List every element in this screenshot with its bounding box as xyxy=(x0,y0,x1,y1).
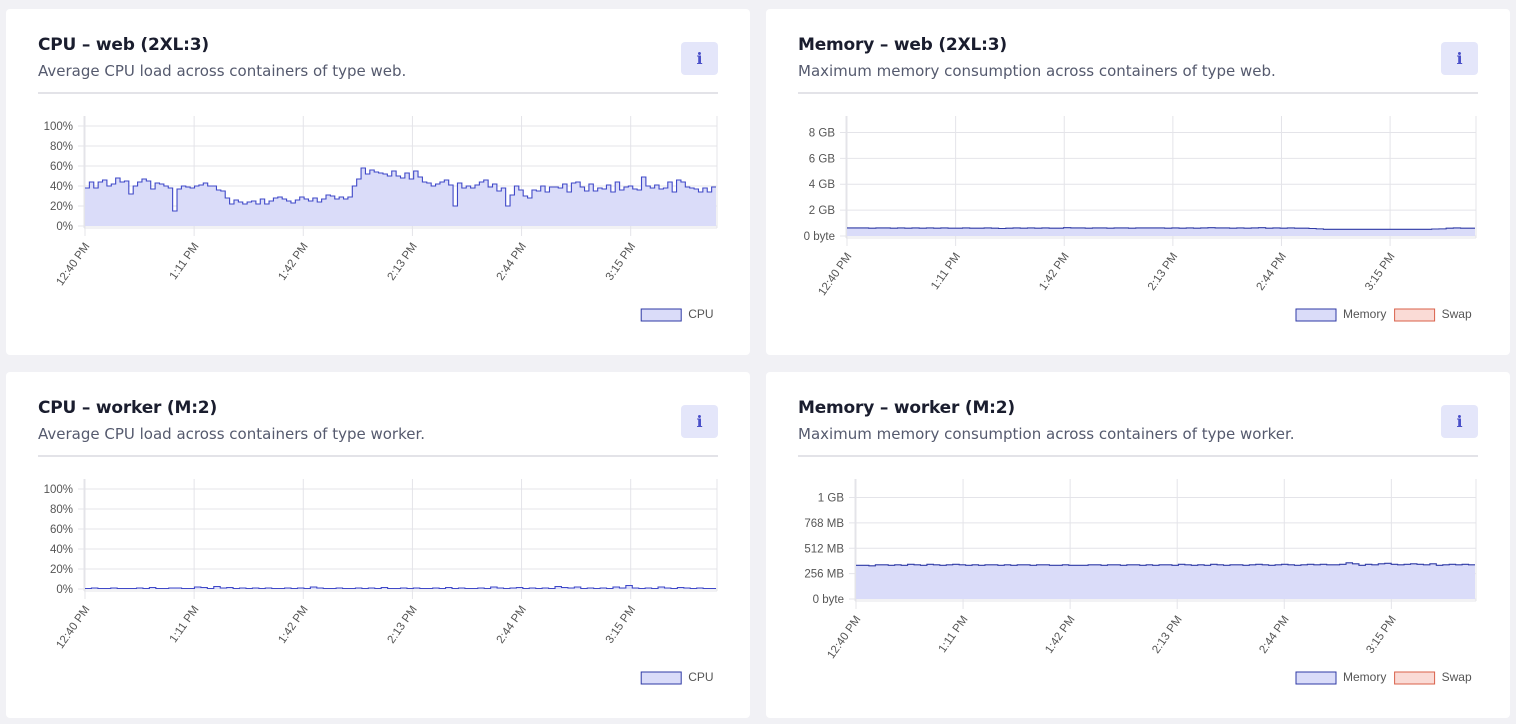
y-tick-label: 20% xyxy=(50,564,73,576)
series-area xyxy=(856,562,1475,599)
memory-worker-card: Memory – worker (M:2) Maximum memory con… xyxy=(766,372,1510,718)
legend-label: Memory xyxy=(1343,670,1386,684)
y-tick-label: 256 MB xyxy=(804,569,844,581)
cpu-worker-chart: 12:40 PM 1:11 PM 1:42 PM 2:13 PM 2:44 PM 3:15… xyxy=(44,479,718,685)
info-button[interactable]: i xyxy=(1441,42,1478,75)
cpu-worker-card: CPU – worker (M:2) Average CPU load acro… xyxy=(6,372,750,718)
legend-swatch xyxy=(640,308,682,322)
legend-swatch xyxy=(1295,308,1337,322)
x-tick-label: 3:15 PM xyxy=(604,241,638,283)
x-tick-label: 12:40 PM xyxy=(54,241,92,288)
series-line xyxy=(85,584,716,590)
legend-label: CPU xyxy=(688,307,713,321)
y-tick-label: 2 GB xyxy=(809,205,836,217)
info-button[interactable]: i xyxy=(1441,405,1478,438)
legend-label: Memory xyxy=(1343,307,1386,321)
legend-label: Swap xyxy=(1442,307,1472,321)
x-tick-label: 2:44 PM xyxy=(1257,614,1291,656)
legend-swatch xyxy=(640,671,682,685)
x-tick-label: 2:13 PM xyxy=(385,604,419,646)
y-tick-label: 40% xyxy=(50,181,73,193)
info-icon: i xyxy=(1456,49,1463,68)
info-icon: i xyxy=(1456,412,1463,431)
series-line xyxy=(85,167,716,212)
x-tick-label: 12:40 PM xyxy=(825,614,863,661)
legend-label: Swap xyxy=(1442,670,1472,684)
y-tick-label: 0% xyxy=(56,584,73,596)
memory-web-chart: 12:40 PM 1:11 PM 1:42 PM 2:13 PM 2:44 PM 3:15… xyxy=(804,116,1477,322)
x-tick-label: 12:40 PM xyxy=(54,604,92,651)
series-area xyxy=(85,168,716,226)
y-tick-label: 100% xyxy=(44,121,73,133)
memory-web-card: Memory – web (2XL:3) Maximum memory cons… xyxy=(766,9,1510,355)
x-tick-label: 2:13 PM xyxy=(1146,251,1180,293)
info-button[interactable]: i xyxy=(681,42,718,75)
series-line xyxy=(856,562,1475,567)
x-tick-label: 1:42 PM xyxy=(1043,614,1077,656)
x-tick-label: 1:11 PM xyxy=(168,604,202,645)
x-tick-label: 3:15 PM xyxy=(1363,251,1397,293)
info-icon: i xyxy=(696,49,703,68)
y-tick-label: 0% xyxy=(56,221,73,233)
divider xyxy=(38,92,718,94)
card-subtitle: Maximum memory consumption across contai… xyxy=(798,62,1276,80)
x-tick-label: 3:15 PM xyxy=(604,604,638,646)
x-tick-label: 2:44 PM xyxy=(1255,251,1289,293)
legend-swatch xyxy=(1295,671,1337,685)
series-line xyxy=(847,227,1475,230)
x-tick-label: 1:42 PM xyxy=(276,604,310,646)
card-title: Memory – worker (M:2) xyxy=(798,398,1015,418)
series-area xyxy=(847,227,1475,236)
cpu-web-card: CPU – web (2XL:3) Average CPU load acros… xyxy=(6,9,750,355)
y-tick-label: 8 GB xyxy=(809,127,836,139)
card-title: CPU – web (2XL:3) xyxy=(38,35,209,55)
x-tick-label: 1:11 PM xyxy=(937,614,971,655)
x-tick-label: 2:44 PM xyxy=(495,604,529,646)
x-tick-label: 2:44 PM xyxy=(495,241,529,283)
divider xyxy=(798,455,1478,457)
card-title: CPU – worker (M:2) xyxy=(38,398,218,418)
y-tick-label: 0 byte xyxy=(804,231,835,243)
info-icon: i xyxy=(696,412,703,431)
y-tick-label: 60% xyxy=(50,161,73,173)
legend-label: CPU xyxy=(688,670,713,684)
x-tick-label: 3:15 PM xyxy=(1364,614,1398,656)
divider xyxy=(798,92,1478,94)
y-tick-label: 6 GB xyxy=(809,153,836,165)
x-tick-label: 12:40 PM xyxy=(816,251,854,298)
memory-worker-chart: 12:40 PM 1:11 PM 1:42 PM 2:13 PM 2:44 PM 3:15… xyxy=(804,479,1477,685)
x-tick-label: 1:11 PM xyxy=(929,251,963,292)
card-subtitle: Average CPU load across containers of ty… xyxy=(38,425,426,443)
y-tick-label: 80% xyxy=(50,504,73,516)
y-tick-label: 4 GB xyxy=(809,179,836,191)
x-tick-label: 1:42 PM xyxy=(276,241,310,283)
card-title: Memory – web (2XL:3) xyxy=(798,35,1007,55)
y-tick-label: 20% xyxy=(50,201,73,213)
y-tick-label: 100% xyxy=(44,484,73,496)
card-subtitle: Average CPU load across containers of ty… xyxy=(38,62,407,80)
legend-swatch xyxy=(1394,308,1436,322)
y-tick-label: 80% xyxy=(50,141,73,153)
y-tick-label: 40% xyxy=(50,544,73,556)
y-tick-label: 768 MB xyxy=(804,518,844,530)
x-tick-label: 2:13 PM xyxy=(1150,614,1184,656)
card-subtitle: Maximum memory consumption across contai… xyxy=(798,425,1295,443)
y-tick-label: 60% xyxy=(50,524,73,536)
divider xyxy=(38,455,718,457)
x-tick-label: 2:13 PM xyxy=(385,241,419,283)
x-tick-label: 1:11 PM xyxy=(168,241,202,282)
y-tick-label: 1 GB xyxy=(818,493,845,505)
info-button[interactable]: i xyxy=(681,405,718,438)
cpu-web-chart: 12:40 PM 1:11 PM 1:42 PM 2:13 PM 2:44 PM 3:15… xyxy=(44,116,718,322)
x-tick-label: 1:42 PM xyxy=(1037,251,1071,293)
y-tick-label: 512 MB xyxy=(804,543,844,555)
y-tick-label: 0 byte xyxy=(813,594,844,606)
legend-swatch xyxy=(1394,671,1436,685)
